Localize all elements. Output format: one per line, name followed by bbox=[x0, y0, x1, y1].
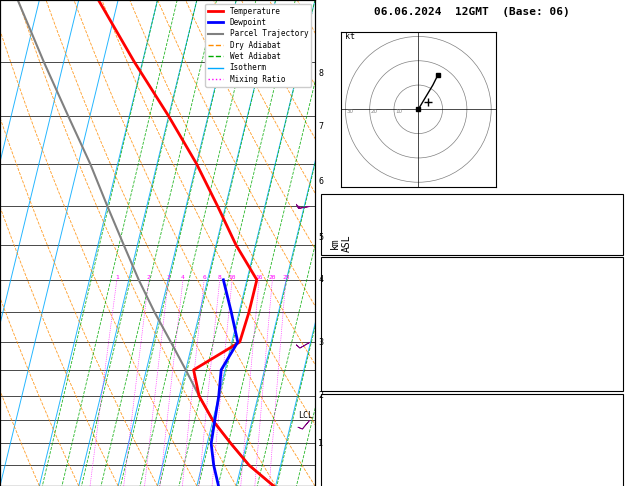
Text: 698: 698 bbox=[554, 470, 572, 480]
Legend: Temperature, Dewpoint, Parcel Trajectory, Dry Adiabat, Wet Adiabat, Isotherm, Mi: Temperature, Dewpoint, Parcel Trajectory… bbox=[205, 4, 311, 87]
Text: LCL: LCL bbox=[298, 411, 313, 420]
Text: 10: 10 bbox=[395, 109, 402, 114]
Text: Pressure (mb): Pressure (mb) bbox=[328, 415, 409, 425]
FancyBboxPatch shape bbox=[321, 257, 623, 391]
Text: Lifted Index: Lifted Index bbox=[328, 451, 403, 462]
Text: 20: 20 bbox=[269, 275, 276, 280]
Text: K: K bbox=[328, 197, 334, 207]
Text: 16: 16 bbox=[255, 275, 263, 280]
Text: PW (cm): PW (cm) bbox=[328, 234, 371, 244]
Text: 3: 3 bbox=[167, 275, 170, 280]
FancyBboxPatch shape bbox=[321, 194, 623, 255]
Text: θₑ(K): θₑ(K) bbox=[328, 315, 359, 325]
Text: 7: 7 bbox=[318, 122, 323, 131]
Text: 1000: 1000 bbox=[566, 415, 591, 425]
Text: 335: 335 bbox=[554, 433, 572, 443]
Text: 8: 8 bbox=[318, 69, 323, 78]
Text: 4: 4 bbox=[318, 275, 323, 284]
Text: Most Unstable: Most Unstable bbox=[431, 396, 513, 406]
Text: Dewp (°C): Dewp (°C) bbox=[328, 296, 384, 307]
Text: 8: 8 bbox=[218, 275, 221, 280]
Text: 5: 5 bbox=[318, 233, 323, 242]
Text: 4: 4 bbox=[181, 275, 185, 280]
Text: Temp (°C): Temp (°C) bbox=[328, 278, 384, 288]
Text: Lifted Index: Lifted Index bbox=[328, 333, 403, 344]
Text: Totals Totals: Totals Totals bbox=[328, 215, 409, 226]
Text: 1: 1 bbox=[318, 439, 323, 448]
Text: Surface: Surface bbox=[450, 260, 494, 270]
Text: CAPE (J): CAPE (J) bbox=[328, 352, 377, 362]
Text: θₑ (K): θₑ (K) bbox=[328, 433, 365, 443]
Text: kt: kt bbox=[345, 32, 355, 41]
Text: CIN (J): CIN (J) bbox=[328, 370, 371, 381]
Text: 2: 2 bbox=[147, 275, 150, 280]
Text: 6: 6 bbox=[318, 177, 323, 186]
Text: 119: 119 bbox=[554, 370, 572, 381]
Text: -3: -3 bbox=[560, 333, 572, 344]
Text: 30: 30 bbox=[347, 109, 353, 114]
Text: -3: -3 bbox=[560, 451, 572, 462]
Text: 698: 698 bbox=[554, 352, 572, 362]
FancyBboxPatch shape bbox=[321, 394, 623, 486]
Text: 3: 3 bbox=[318, 337, 323, 347]
Y-axis label: km
ASL: km ASL bbox=[330, 234, 352, 252]
Text: 29.5: 29.5 bbox=[547, 278, 572, 288]
Text: 06.06.2024  12GMT  (Base: 06): 06.06.2024 12GMT (Base: 06) bbox=[374, 7, 570, 17]
Text: 30: 30 bbox=[528, 197, 541, 207]
Text: 1: 1 bbox=[115, 275, 119, 280]
Text: 50: 50 bbox=[528, 215, 541, 226]
Text: 6: 6 bbox=[203, 275, 206, 280]
Text: 2.92: 2.92 bbox=[516, 234, 541, 244]
Text: 2: 2 bbox=[318, 391, 323, 400]
Text: 15.5: 15.5 bbox=[547, 296, 572, 307]
Text: 10: 10 bbox=[228, 275, 236, 280]
Text: 335: 335 bbox=[554, 315, 572, 325]
Text: 20: 20 bbox=[371, 109, 378, 114]
Text: 25: 25 bbox=[282, 275, 289, 280]
Text: CAPE (J): CAPE (J) bbox=[328, 470, 377, 480]
